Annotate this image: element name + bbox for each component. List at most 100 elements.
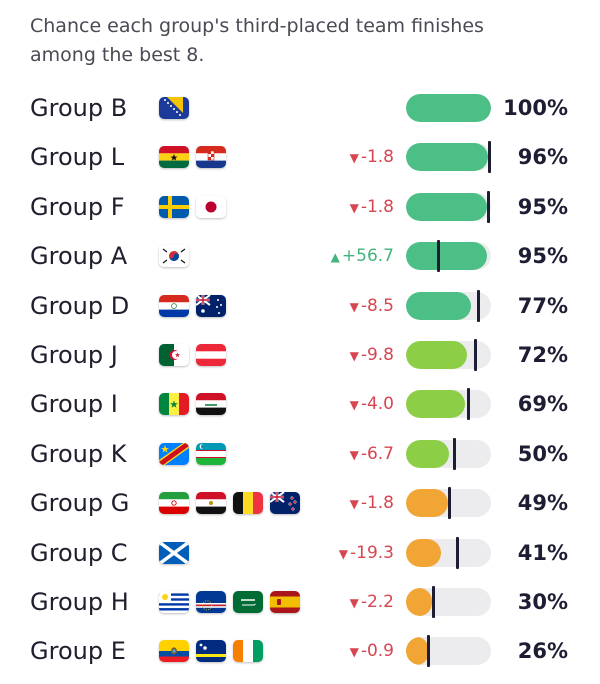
- uruguay-flag-icon: [159, 591, 189, 613]
- table-row: Group J ▼ -9.8 72%: [0, 335, 600, 375]
- probability-bar-fill: [406, 637, 429, 666]
- probability-bar-fill: [406, 538, 441, 567]
- group-label: Group B: [30, 94, 128, 122]
- group-label: Group K: [30, 439, 127, 468]
- probability-label: 96%: [517, 145, 568, 170]
- previous-value-marker: [477, 289, 481, 322]
- change-number: -9.8: [360, 345, 394, 365]
- new-zealand-flag-icon: [270, 492, 300, 515]
- previous-value-marker: [474, 339, 478, 371]
- probability-label: 95%: [517, 244, 568, 269]
- probability-bar-track: [406, 94, 491, 122]
- change-number: -8.5: [360, 295, 394, 316]
- scotland-flag-icon: [159, 541, 189, 564]
- change-number: -4.0: [360, 394, 394, 415]
- change-value: ▼ -9.8: [350, 335, 394, 375]
- probability-label: 30%: [517, 590, 568, 614]
- probability-bar-track: [406, 588, 491, 616]
- change-number: -19.3: [350, 542, 394, 563]
- probability-label: 95%: [517, 194, 568, 219]
- table-row: Group D ▼ -8.5 77%: [0, 286, 600, 326]
- probability-label: 69%: [517, 392, 568, 417]
- previous-value-marker: [452, 437, 456, 470]
- belgium-flag-icon: [233, 492, 263, 515]
- previous-value-marker: [437, 240, 441, 273]
- curacao-flag-icon: [196, 640, 226, 663]
- group-label: Group J: [30, 341, 118, 369]
- algeria-flag-icon: [159, 344, 189, 366]
- change-number: -6.7: [360, 443, 394, 464]
- triangle-down-icon: ▼: [349, 151, 359, 166]
- change-value: ▼ -4.0: [350, 384, 394, 424]
- previous-value-marker: [466, 388, 470, 421]
- group-label: Group G: [30, 489, 130, 518]
- group-label: Group A: [30, 242, 128, 271]
- triangle-down-icon: ▼: [349, 447, 359, 462]
- table-row: Group H ▼ -2.2 30%: [0, 582, 600, 622]
- triangle-down-icon: ▼: [349, 299, 359, 314]
- chart-title-line-1: Chance each group's third-placed team fi…: [30, 15, 484, 37]
- table-row: Group G ▼ -1.8 49%: [0, 483, 600, 523]
- probability-label: 72%: [517, 343, 568, 367]
- chart-title: Chance each group's third-placed team fi…: [30, 12, 570, 70]
- previous-value-marker: [431, 586, 435, 618]
- change-value: ▲ +56.7: [331, 236, 394, 276]
- cape-verde-flag-icon: [196, 591, 226, 613]
- triangle-down-icon: ▼: [349, 398, 359, 413]
- probability-bar-fill: [406, 143, 488, 172]
- croatia-flag-icon: [196, 146, 226, 169]
- group-label: Group H: [30, 588, 129, 616]
- probability-bar-track: [406, 390, 491, 419]
- spain-flag-icon: [270, 591, 300, 613]
- triangle-up-icon: ▲: [330, 250, 340, 265]
- probability-bar-fill: [406, 390, 465, 419]
- probability-bar-track: [406, 192, 491, 221]
- ghana-flag-icon: [159, 146, 189, 169]
- group-label: Group F: [30, 192, 125, 221]
- probability-bar-fill: [406, 489, 448, 518]
- triangle-down-icon: ▼: [349, 349, 359, 363]
- triangle-down-icon: ▼: [338, 546, 348, 561]
- previous-value-marker: [486, 190, 490, 223]
- probability-label: 41%: [517, 540, 568, 565]
- table-row: Group I ▼ -4.0 69%: [0, 384, 600, 424]
- previous-value-marker: [427, 635, 431, 668]
- table-row: Group B 100%: [0, 88, 600, 128]
- change-value: ▼ -6.7: [350, 434, 394, 474]
- triangle-down-icon: ▼: [349, 645, 359, 660]
- table-row: Group F ▼ -1.8 95%: [0, 187, 600, 227]
- probability-bar-fill: [406, 341, 468, 369]
- change-number: -1.8: [360, 147, 394, 168]
- group-label: Group L: [30, 143, 125, 172]
- probability-bar-fill: [406, 94, 491, 122]
- group-label: Group C: [30, 538, 128, 567]
- change-number: +56.7: [341, 246, 394, 267]
- paraguay-flag-icon: [159, 294, 189, 317]
- probability-bar-fill: [406, 588, 432, 616]
- triangle-down-icon: ▼: [349, 200, 359, 215]
- previous-value-marker: [447, 487, 451, 520]
- change-number: -1.8: [360, 493, 394, 514]
- probability-label: 49%: [517, 491, 568, 516]
- probability-bar-fill: [406, 439, 449, 468]
- probability-bar-track: [406, 242, 491, 271]
- australia-flag-icon: [196, 294, 226, 317]
- senegal-flag-icon: [159, 393, 189, 416]
- change-value: ▼ -19.3: [339, 533, 394, 573]
- saudi-arabia-flag-icon: [233, 591, 263, 613]
- change-value: ▼ -0.9: [350, 631, 394, 671]
- change-value: ▼ -1.8: [350, 483, 394, 523]
- probability-label: 50%: [517, 441, 568, 466]
- ecuador-flag-icon: [159, 640, 189, 663]
- probability-bar-track: [406, 291, 491, 320]
- probability-bar-fill: [406, 291, 472, 320]
- change-number: -1.8: [360, 196, 394, 217]
- group-label: Group I: [30, 390, 118, 419]
- sweden-flag-icon: [159, 195, 189, 218]
- probability-bar-track: [406, 143, 491, 172]
- probability-label: 77%: [517, 293, 568, 318]
- egypt-flag-icon: [196, 492, 226, 515]
- table-row: Group K ▼ -6.7 50%: [0, 434, 600, 474]
- triangle-down-icon: ▼: [349, 497, 359, 512]
